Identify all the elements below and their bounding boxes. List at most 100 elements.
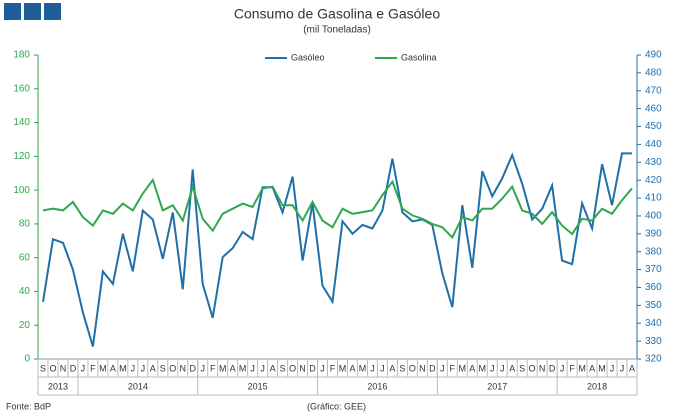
x-tick-label: S	[160, 363, 166, 373]
year-label: 2016	[367, 381, 387, 391]
x-tick-label: D	[189, 363, 196, 373]
x-tick-label: M	[339, 363, 347, 373]
x-tick-label: J	[260, 363, 265, 373]
x-tick-label: M	[598, 363, 606, 373]
x-tick-label: J	[320, 363, 325, 373]
y2-tick-label: 460	[645, 103, 662, 114]
x-tick-label: J	[81, 363, 86, 373]
y2-tick-label: 440	[645, 139, 662, 150]
x-tick-label: N	[539, 363, 546, 373]
x-tick-label: O	[409, 363, 416, 373]
x-tick-label: S	[399, 363, 405, 373]
year-label: 2015	[248, 381, 268, 391]
x-tick-label: N	[419, 363, 426, 373]
x-tick-label: J	[610, 363, 615, 373]
x-tick-label: A	[110, 363, 116, 373]
y2-tick-label: 490	[645, 50, 662, 61]
chart-subtitle: (mil Toneladas)	[303, 25, 371, 36]
x-tick-label: A	[270, 363, 276, 373]
y2-tick-label: 360	[645, 282, 662, 293]
logo-block	[44, 3, 61, 20]
legend-label: Gasóleo	[291, 52, 325, 62]
logo-block	[24, 3, 41, 20]
year-label: 2014	[128, 381, 148, 391]
year-label: 2018	[587, 381, 607, 391]
source: Fonte: BdP	[6, 401, 51, 411]
x-tick-label: D	[549, 363, 556, 373]
x-tick-label: J	[380, 363, 385, 373]
x-tick-label: O	[49, 363, 56, 373]
x-tick-label: M	[359, 363, 367, 373]
x-tick-label: M	[239, 363, 247, 373]
y2-tick-label: 390	[645, 228, 662, 239]
x-tick-label: J	[250, 363, 255, 373]
series-line	[42, 177, 633, 240]
x-tick-label: A	[589, 363, 595, 373]
y2-tick-label: 430	[645, 157, 662, 168]
y-tick-label: 180	[13, 50, 30, 61]
x-tick-label: D	[429, 363, 436, 373]
y-tick-label: 80	[19, 219, 31, 230]
x-tick-label: J	[620, 363, 625, 373]
legend-label: Gasolina	[401, 52, 437, 62]
x-tick-label: D	[309, 363, 316, 373]
y-tick-label: 160	[13, 83, 30, 94]
y-tick-label: 20	[19, 320, 31, 331]
x-tick-label: F	[569, 363, 575, 373]
y2-tick-label: 340	[645, 318, 662, 329]
y2-tick-label: 330	[645, 336, 662, 347]
x-tick-label: M	[219, 363, 227, 373]
x-tick-label: A	[389, 363, 395, 373]
y2-tick-label: 320	[645, 354, 662, 365]
y-tick-label: 100	[13, 185, 30, 196]
x-tick-label: J	[131, 363, 136, 373]
y2-tick-label: 400	[645, 211, 662, 222]
x-tick-label: O	[289, 363, 296, 373]
x-tick-label: J	[200, 363, 205, 373]
y2-tick-label: 470	[645, 85, 662, 96]
logo-block	[4, 3, 21, 20]
x-tick-label: J	[141, 363, 146, 373]
x-tick-label: M	[119, 363, 127, 373]
x-tick-label: J	[490, 363, 495, 373]
y-tick-label: 0	[24, 354, 30, 365]
y2-tick-label: 410	[645, 193, 662, 204]
x-tick-label: A	[629, 363, 635, 373]
x-tick-label: M	[479, 363, 487, 373]
x-tick-label: A	[150, 363, 156, 373]
y2-tick-label: 480	[645, 68, 662, 79]
x-tick-label: F	[210, 363, 216, 373]
x-tick-label: F	[90, 363, 96, 373]
y-tick-label: 140	[13, 117, 30, 128]
series-line	[42, 152, 632, 347]
x-tick-label: D	[70, 363, 77, 373]
y-tick-label: 40	[19, 286, 31, 297]
x-tick-label: A	[230, 363, 236, 373]
x-tick-label: N	[299, 363, 306, 373]
year-label: 2013	[48, 381, 68, 391]
y-tick-label: 120	[13, 151, 30, 162]
x-tick-label: O	[529, 363, 536, 373]
x-tick-label: A	[349, 363, 355, 373]
x-tick-label: J	[440, 363, 445, 373]
year-label: 2017	[487, 381, 507, 391]
x-tick-label: O	[169, 363, 176, 373]
x-tick-label: M	[99, 363, 107, 373]
x-tick-label: N	[180, 363, 187, 373]
x-tick-label: S	[280, 363, 286, 373]
x-tick-label: N	[60, 363, 67, 373]
x-tick-label: S	[519, 363, 525, 373]
x-tick-label: F	[450, 363, 456, 373]
x-tick-label: J	[500, 363, 505, 373]
y2-tick-label: 450	[645, 121, 662, 132]
x-tick-label: J	[560, 363, 565, 373]
chart-title: Consumo de Gasolina e Gasóleo	[234, 6, 440, 22]
x-tick-label: F	[330, 363, 336, 373]
y-tick-label: 60	[19, 252, 31, 263]
x-tick-label: M	[578, 363, 586, 373]
y2-tick-label: 380	[645, 246, 662, 257]
x-tick-label: J	[370, 363, 375, 373]
x-tick-label: M	[459, 363, 467, 373]
y2-tick-label: 350	[645, 300, 662, 311]
